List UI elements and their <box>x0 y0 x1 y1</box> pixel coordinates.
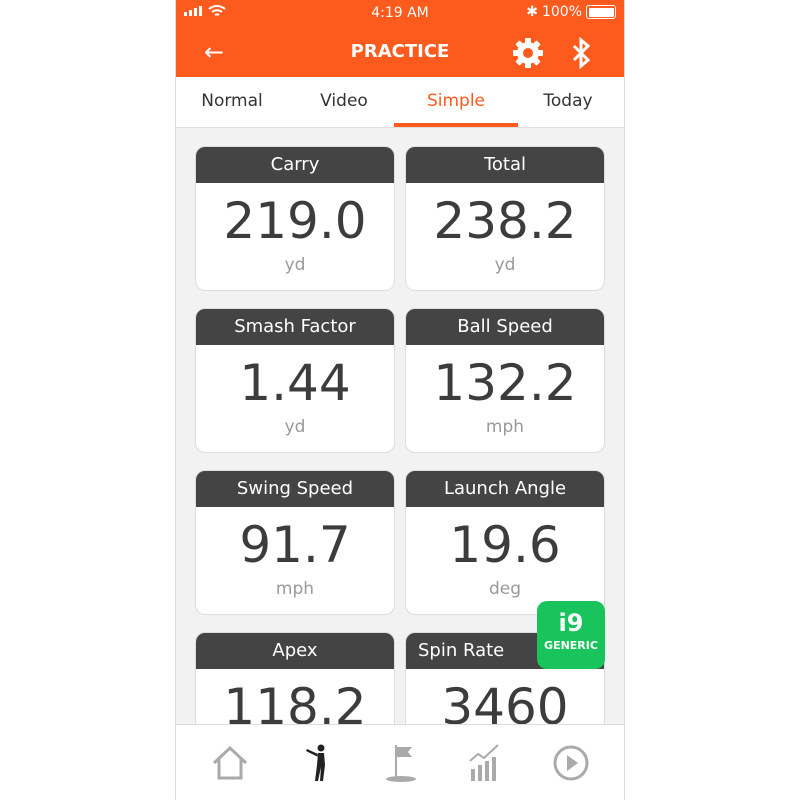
metric-label: Spin Rate <box>418 640 505 661</box>
wifi-icon <box>208 5 226 16</box>
metric-value: 19.6 <box>449 516 561 574</box>
app-header: ← PRACTICE <box>176 28 624 77</box>
flag-hole-icon[interactable] <box>383 743 419 783</box>
metrics-grid: Carry 219.0 yd Total 238.2 yd Smash Factor 1.44… <box>195 146 605 777</box>
metric-label: Ball Speed <box>457 316 553 337</box>
metric-card: Total 238.2 yd <box>405 146 605 291</box>
status-time: 4:19 AM <box>371 5 429 21</box>
tab-today[interactable]: Today <box>543 91 593 111</box>
battery-icon <box>586 5 616 19</box>
signal-icon <box>184 6 202 16</box>
metric-label: Total <box>483 154 527 175</box>
tab-video[interactable]: Video <box>320 91 368 111</box>
golfer-icon[interactable] <box>299 743 335 783</box>
bluetooth-status-icon: ✱ <box>526 4 538 20</box>
metric-unit: yd <box>284 417 306 437</box>
metric-unit: mph <box>275 579 315 599</box>
metric-unit: yd <box>494 255 516 275</box>
metric-card: Carry 219.0 yd <box>195 146 395 291</box>
metric-label: Carry <box>270 154 320 175</box>
metric-card: Smash Factor 1.44 yd <box>195 308 395 453</box>
metric-label: Launch Angle <box>443 478 567 499</box>
battery-percent: 100% <box>541 4 582 20</box>
bottom-nav <box>176 724 624 800</box>
metric-value: 132.2 <box>433 354 577 412</box>
metric-value: 219.0 <box>223 192 367 250</box>
club-badge[interactable]: i9 GENERIC <box>537 601 605 669</box>
metric-header: Carry <box>196 147 394 183</box>
phone-screen: 4:19 AM ✱ 100% ← PRACTICE Normal Video S… <box>175 0 625 800</box>
arrow-left-icon[interactable]: ← <box>204 38 225 66</box>
tab-simple[interactable]: Simple <box>394 77 518 127</box>
metric-card: Swing Speed 91.7 mph <box>195 470 395 615</box>
tab-normal[interactable]: Normal <box>201 91 263 111</box>
metric-header: Total <box>406 147 604 183</box>
metric-value: 1.44 <box>239 354 351 412</box>
metric-value: 238.2 <box>433 192 577 250</box>
club-name: i9 <box>558 609 584 637</box>
club-type: GENERIC <box>544 639 598 652</box>
gear-icon[interactable] <box>511 36 545 70</box>
metric-unit: yd <box>284 255 306 275</box>
metric-header: Swing Speed <box>196 471 394 507</box>
page-title: PRACTICE <box>350 41 450 62</box>
status-bar: 4:19 AM ✱ 100% <box>176 0 624 28</box>
stats-chart-icon[interactable] <box>467 743 503 783</box>
metric-header: Apex <box>196 633 394 669</box>
metric-header: Smash Factor <box>196 309 394 345</box>
metric-card: Launch Angle 19.6 deg <box>405 470 605 615</box>
metric-unit: deg <box>488 579 522 599</box>
play-circle-icon[interactable] <box>552 744 590 782</box>
metric-header: Ball Speed <box>406 309 604 345</box>
metric-unit: mph <box>485 417 525 437</box>
metric-card: Ball Speed 132.2 mph <box>405 308 605 453</box>
metric-label: Smash Factor <box>234 316 356 337</box>
metric-header: Launch Angle <box>406 471 604 507</box>
home-icon[interactable] <box>210 745 250 781</box>
metric-value: 91.7 <box>239 516 351 574</box>
metric-label: Swing Speed <box>236 478 354 499</box>
bluetooth-icon[interactable] <box>569 36 593 70</box>
metric-label: Apex <box>272 640 318 661</box>
tab-bar: Normal Video Simple Today <box>176 77 624 128</box>
